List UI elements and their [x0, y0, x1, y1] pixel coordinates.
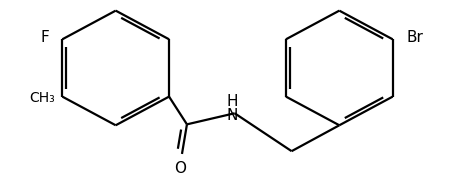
Text: Br: Br [405, 30, 422, 45]
Text: CH₃: CH₃ [30, 92, 55, 105]
Text: N: N [227, 108, 238, 123]
Text: O: O [174, 161, 186, 176]
Text: F: F [40, 30, 49, 45]
Text: H: H [227, 94, 238, 109]
